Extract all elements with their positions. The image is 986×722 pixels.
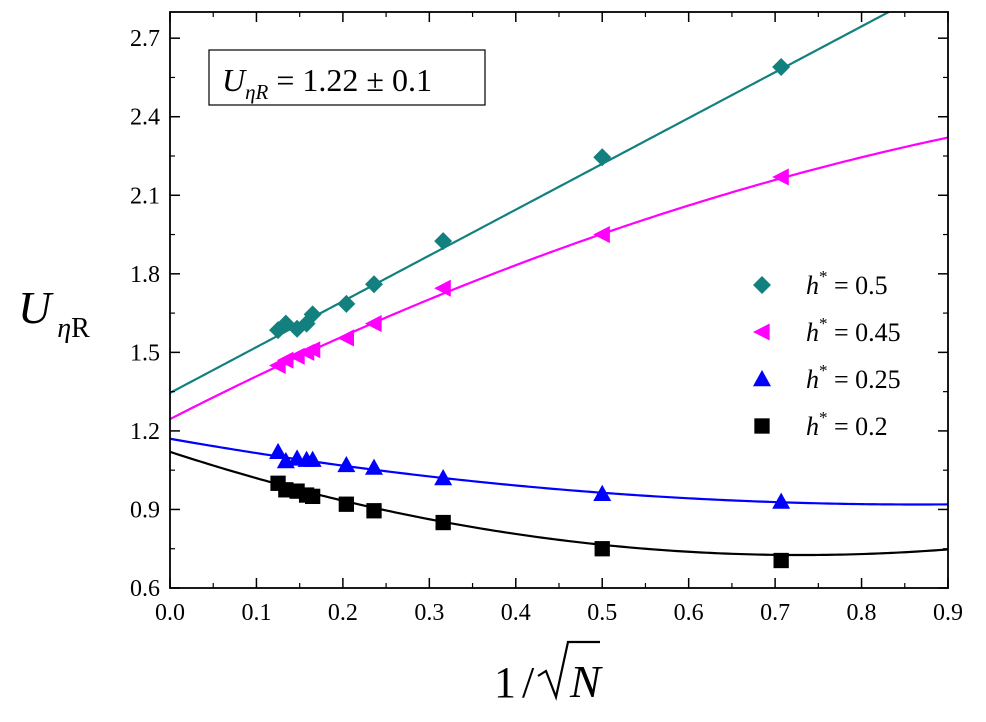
legend-marker-h-0-2 xyxy=(754,418,770,434)
data-point-h-0-5 xyxy=(337,294,356,313)
data-point-h-0-2 xyxy=(594,541,610,557)
data-point-h-0-5 xyxy=(303,305,322,324)
legend-label-h-0-2: h* = 0.2 xyxy=(806,408,888,441)
legend-marker-h-0-25 xyxy=(753,370,771,387)
x-tick-label: 0.9 xyxy=(933,600,963,626)
data-point-h-0-5 xyxy=(365,275,384,294)
data-point-h-0-25 xyxy=(365,458,384,475)
data-point-h-0-25 xyxy=(269,442,288,460)
legend-marker-h-0-5 xyxy=(753,276,771,294)
annotation-subscript: ηR xyxy=(245,80,268,104)
x-tick-label: 0.2 xyxy=(328,600,358,626)
y-tick-label: 0.6 xyxy=(130,576,160,602)
data-point-h-0-25 xyxy=(772,492,791,509)
data-point-h-0-2 xyxy=(304,488,321,505)
data-point-h-0-2 xyxy=(773,552,789,569)
y-tick-label: 2.4 xyxy=(130,105,160,131)
annotation-box: UηR = 1.22 ± 0.1 xyxy=(208,49,486,106)
y-tick-label: 2.1 xyxy=(130,183,160,209)
x-tick-label: 0.0 xyxy=(155,600,185,626)
data-point-h-0-5 xyxy=(772,57,791,76)
x-tick-label: 0.5 xyxy=(587,600,617,626)
svg-text:N: N xyxy=(569,656,603,707)
y-tick-label: 2.7 xyxy=(130,26,160,52)
data-point-h-0-25 xyxy=(303,450,322,467)
y-tick-label: 1.2 xyxy=(130,419,160,445)
x-tick-label: 0.6 xyxy=(674,600,704,626)
data-point-h-0-25 xyxy=(434,469,453,486)
legend-label-h-0-25: h* = 0.25 xyxy=(806,361,901,394)
data-point-h-0-2 xyxy=(338,496,354,512)
x-tick-label: 0.8 xyxy=(847,600,877,626)
x-axis-title: 1 / N xyxy=(494,640,603,707)
svg-text:1: 1 xyxy=(494,658,516,707)
data-point-h-0-45 xyxy=(593,225,610,244)
data-point-h-0-2 xyxy=(435,514,451,531)
annotation-value: = 1.22 ± 0.1 xyxy=(268,62,432,98)
svg-text:UηR = 1.22 ± 0.1: UηR = 1.22 ± 0.1 xyxy=(222,62,432,104)
x-tick-label: 0.3 xyxy=(414,600,444,626)
data-point-h-0-45 xyxy=(303,341,321,359)
data-point-h-0-45 xyxy=(365,315,382,333)
legend-marker-h-0-45 xyxy=(753,323,770,341)
y-tick-label: 1.5 xyxy=(130,340,160,366)
x-tick-label: 0.1 xyxy=(241,600,271,626)
data-point-h-0-25 xyxy=(593,484,612,501)
data-point-h-0-45 xyxy=(337,329,354,347)
svg-text:/: / xyxy=(522,658,535,707)
data-point-h-0-5 xyxy=(593,148,612,167)
x-tick-label: 0.4 xyxy=(501,600,531,626)
data-point-h-0-25 xyxy=(337,455,356,473)
legend: h* = 0.5 h* = 0.45 h* = 0.25 h* = 0.2 xyxy=(753,267,901,441)
legend-label-h-0-5: h* = 0.5 xyxy=(806,267,888,300)
data-point-h-0-2 xyxy=(366,503,382,519)
y-tick-label: 0.9 xyxy=(130,497,160,523)
x-tick-label: 0.7 xyxy=(760,600,790,626)
data-point-h-0-5 xyxy=(434,232,453,251)
data-point-h-0-45 xyxy=(434,279,451,297)
data-point-h-0-45 xyxy=(772,168,789,186)
annotation-symbol: U xyxy=(222,62,247,98)
y-tick-label: 1.8 xyxy=(130,262,160,288)
legend-label-h-0-45: h* = 0.45 xyxy=(806,314,901,347)
